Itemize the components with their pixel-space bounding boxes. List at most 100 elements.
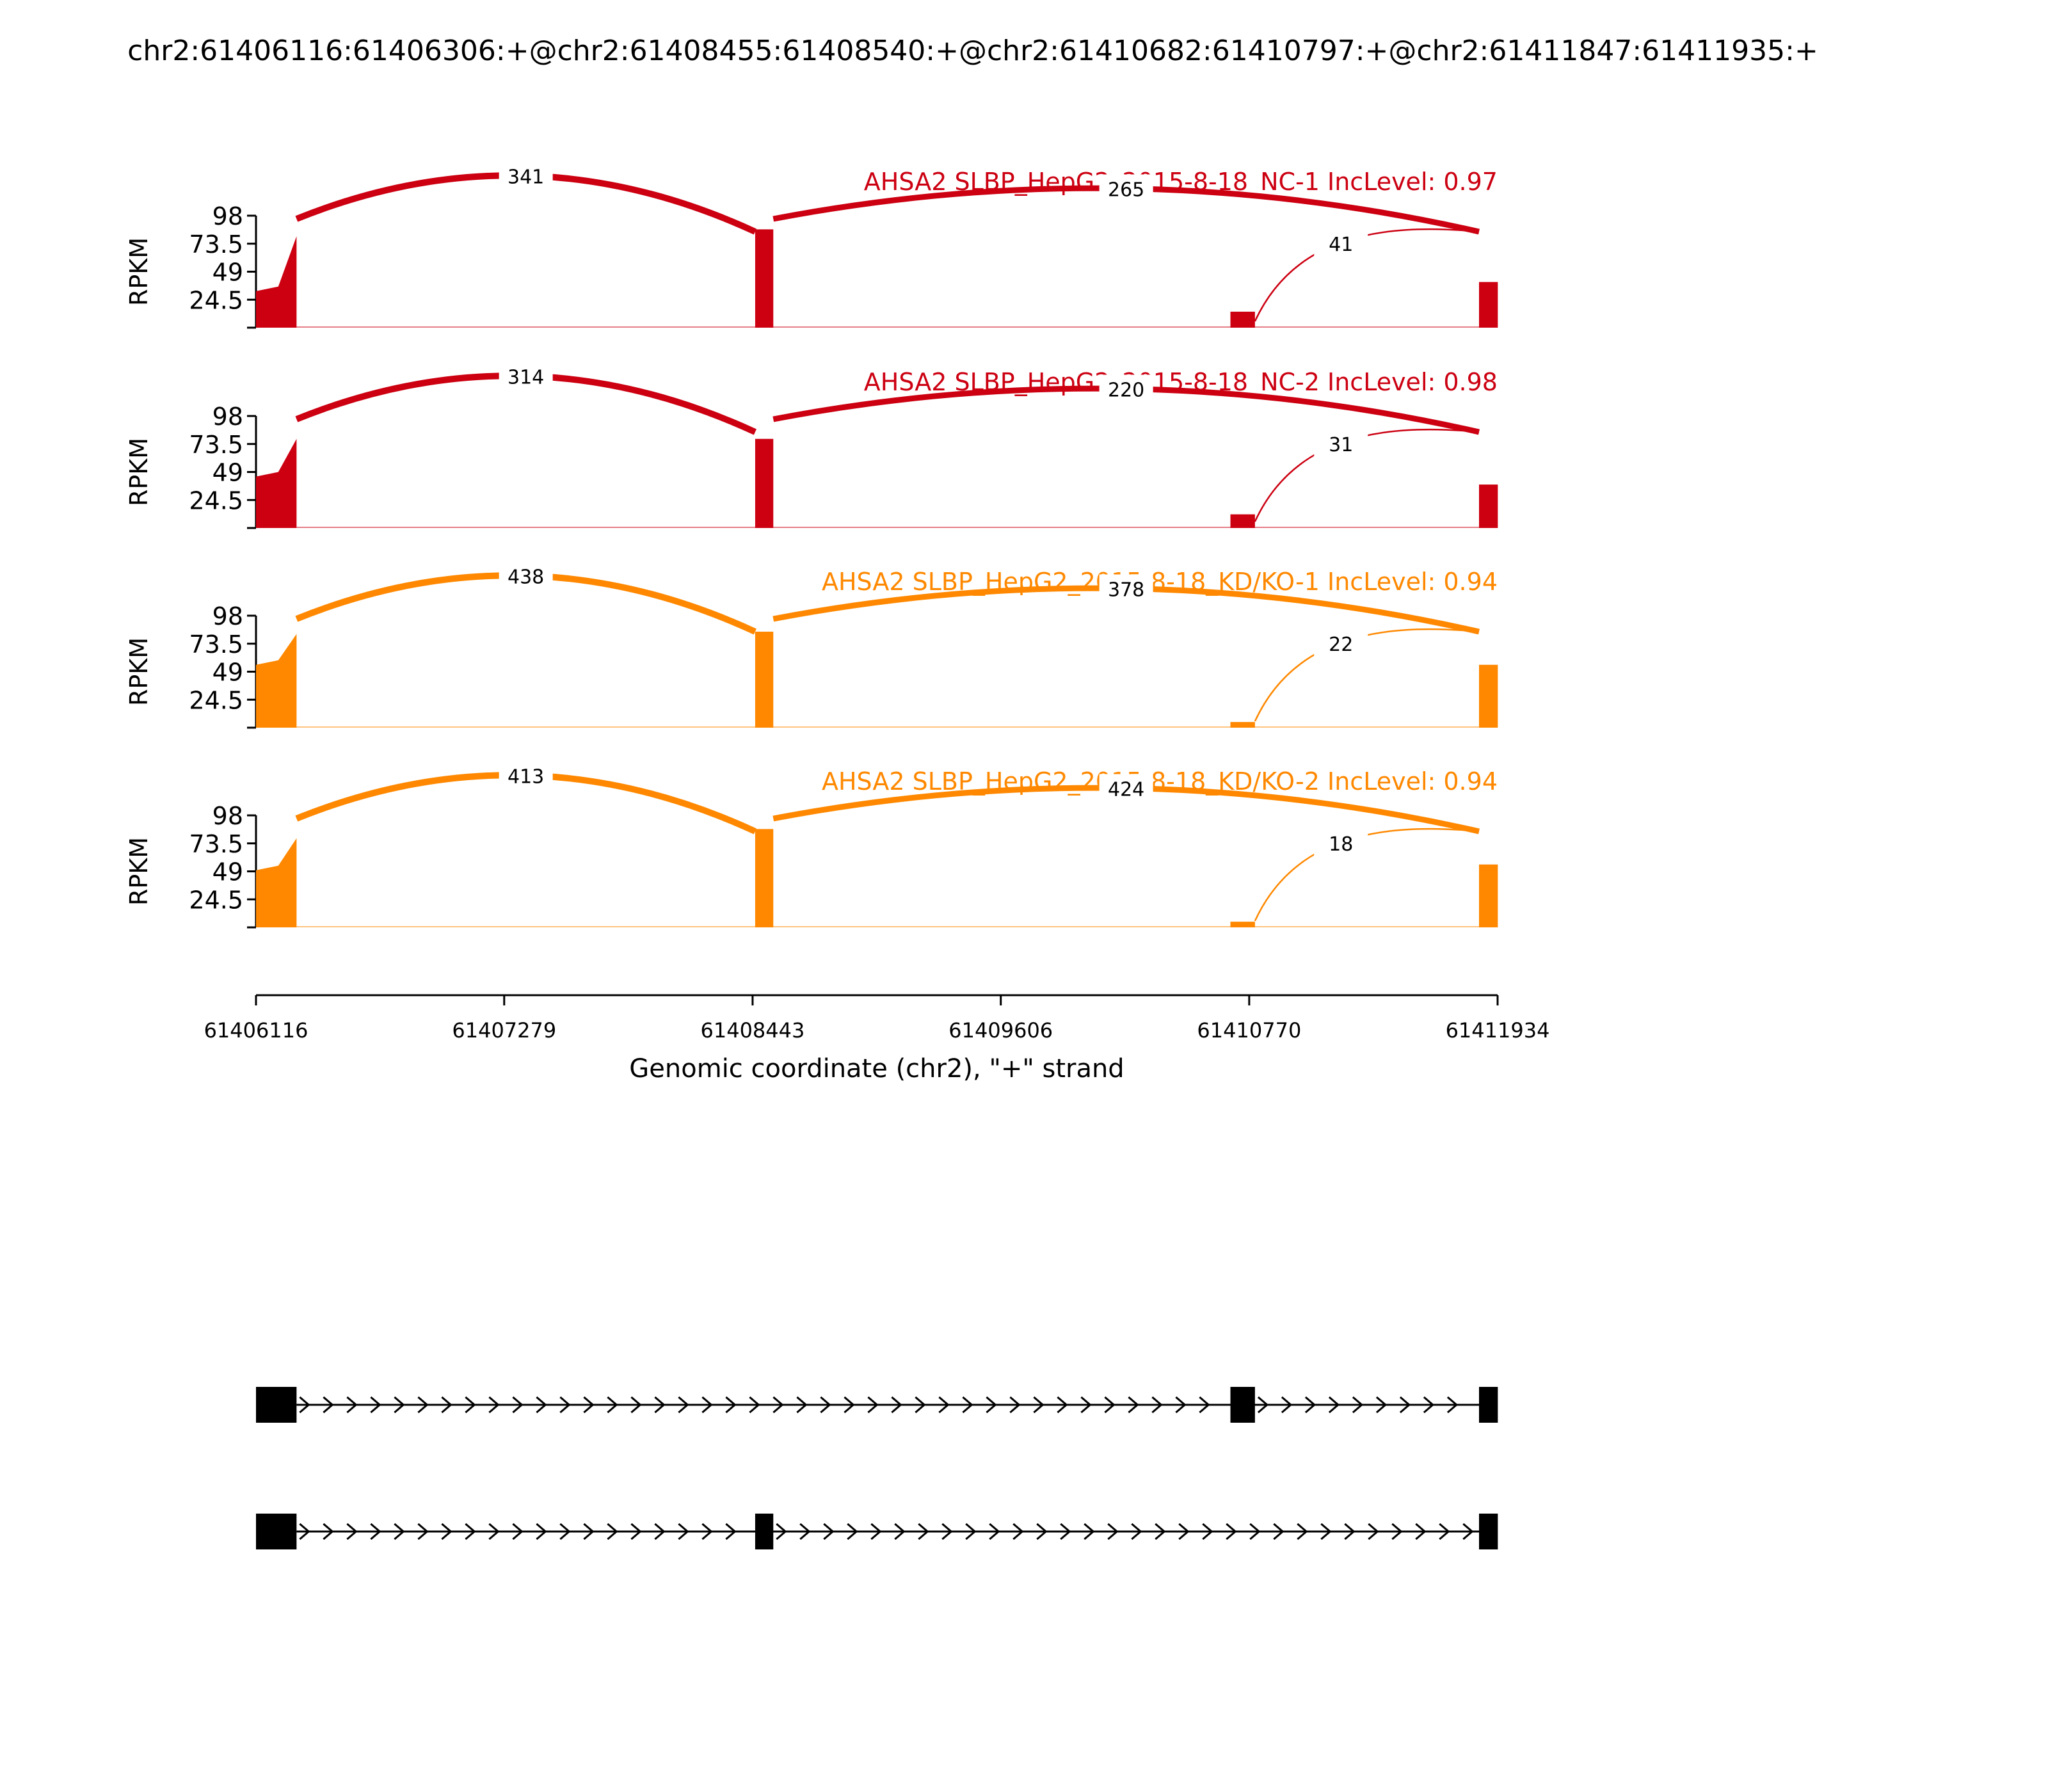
x-tick-label: 61411934 — [1446, 1018, 1550, 1043]
strand-arrow — [1151, 1396, 1163, 1414]
junction-count-bg — [499, 161, 553, 189]
exon-coverage — [1230, 514, 1255, 528]
strand-arrow — [323, 1523, 334, 1540]
junction-count: 265 — [1108, 179, 1144, 202]
strand-arrow — [512, 1523, 524, 1540]
junction-count-bg — [1314, 429, 1368, 456]
strand-arrow — [986, 1396, 997, 1414]
strand-arrow — [583, 1523, 595, 1540]
exon-block — [256, 1514, 297, 1549]
strand-arrow — [394, 1396, 405, 1414]
junction-count-bg — [1099, 574, 1153, 602]
exon-coverage — [1478, 664, 1498, 728]
strand-arrow — [749, 1396, 760, 1414]
junction-count: 41 — [1329, 234, 1353, 256]
strand-arrow — [915, 1396, 926, 1414]
strand-arrow — [725, 1523, 737, 1540]
strand-arrow — [536, 1523, 547, 1540]
strand-arrow — [1178, 1523, 1190, 1540]
strand-arrow — [962, 1396, 973, 1414]
strand-arrow — [701, 1523, 713, 1540]
exon-block — [755, 1514, 774, 1549]
strand-arrow — [918, 1523, 929, 1540]
strand-arrow — [654, 1523, 666, 1540]
junction-count: 424 — [1108, 779, 1144, 801]
strand-arrow — [799, 1523, 811, 1540]
y-tick-label: 24.5 — [189, 886, 243, 914]
strand-arrow — [1257, 1396, 1269, 1414]
junction-count-bg — [1314, 629, 1368, 656]
coverage-track: AHSA2 SLBP_HepG2_2015-8-18_NC-2 IncLevel… — [125, 362, 1498, 529]
exon-coverage — [1230, 722, 1255, 728]
strand-arrow — [1057, 1396, 1068, 1414]
strand-arrow — [1375, 1396, 1388, 1414]
strand-arrow — [894, 1523, 906, 1540]
strand-arrow — [1304, 1396, 1316, 1414]
strand-arrow — [1281, 1396, 1293, 1414]
y-tick-label: 49 — [212, 259, 243, 287]
x-tick-label: 61409606 — [948, 1018, 1053, 1043]
y-tick-label: 49 — [212, 858, 243, 886]
strand-arrow — [796, 1396, 808, 1414]
y-tick-label: 73.5 — [189, 431, 243, 459]
gene-model — [256, 1387, 1498, 1549]
strand-arrow — [441, 1523, 452, 1540]
strand-arrow — [965, 1523, 977, 1540]
y-tick-label: 24.5 — [189, 286, 243, 314]
strand-arrow — [583, 1396, 595, 1414]
strand-arrow — [1155, 1523, 1166, 1540]
strand-arrow — [1226, 1523, 1237, 1540]
junction-count: 220 — [1108, 380, 1144, 402]
x-tick-label: 61406116 — [204, 1018, 308, 1043]
y-tick-label: 73.5 — [189, 230, 243, 259]
strand-arrow — [417, 1523, 429, 1540]
y-tick-label: 98 — [212, 602, 243, 630]
strand-arrow — [1104, 1396, 1116, 1414]
strand-arrow — [1084, 1523, 1095, 1540]
exon-block — [1478, 1514, 1498, 1549]
strand-arrow — [417, 1396, 429, 1414]
strand-arrow — [941, 1523, 953, 1540]
junction-count-bg — [1314, 229, 1368, 256]
strand-arrow — [701, 1396, 713, 1414]
strand-arrow — [370, 1396, 381, 1414]
strand-arrow — [1368, 1523, 1379, 1540]
strand-arrow — [1009, 1396, 1021, 1414]
strand-arrow — [512, 1396, 524, 1414]
strand-arrow — [823, 1523, 835, 1540]
strand-arrow — [678, 1523, 689, 1540]
strand-arrow — [891, 1396, 902, 1414]
junction-count: 22 — [1329, 634, 1353, 656]
coverage-track: AHSA2 SLBP_HepG2_2015-8-18_KD/KO-2 IncLe… — [125, 761, 1498, 929]
strand-arrow — [346, 1396, 358, 1414]
exon-coverage — [755, 438, 774, 528]
strand-arrow — [1344, 1523, 1356, 1540]
strand-arrow — [870, 1523, 882, 1540]
strand-arrow — [772, 1396, 784, 1414]
y-tick-label: 24.5 — [189, 486, 243, 515]
junction-count-bg — [499, 761, 553, 788]
junction-count-bg — [1099, 774, 1153, 801]
strand-arrow — [867, 1396, 879, 1414]
exon-block — [1230, 1387, 1255, 1423]
exon-block — [1478, 1387, 1498, 1423]
strand-arrow — [820, 1396, 831, 1414]
y-axis-label: RPKM — [125, 438, 153, 506]
y-tick-label: 73.5 — [189, 630, 243, 659]
isoform — [256, 1514, 1498, 1549]
exon-coverage — [256, 438, 297, 528]
strand-arrow — [1060, 1523, 1071, 1540]
strand-arrow — [488, 1396, 500, 1414]
junction-count: 378 — [1108, 579, 1144, 602]
strand-arrow — [1399, 1396, 1411, 1414]
strand-arrow — [1175, 1396, 1187, 1414]
strand-arrow — [1131, 1523, 1142, 1540]
strand-arrow — [654, 1396, 666, 1414]
strand-arrow — [725, 1396, 737, 1414]
y-axis-label: RPKM — [125, 237, 153, 306]
strand-arrow — [1391, 1523, 1403, 1540]
strand-arrow — [559, 1396, 571, 1414]
y-tick-label: 98 — [212, 403, 243, 431]
strand-arrow — [678, 1396, 689, 1414]
